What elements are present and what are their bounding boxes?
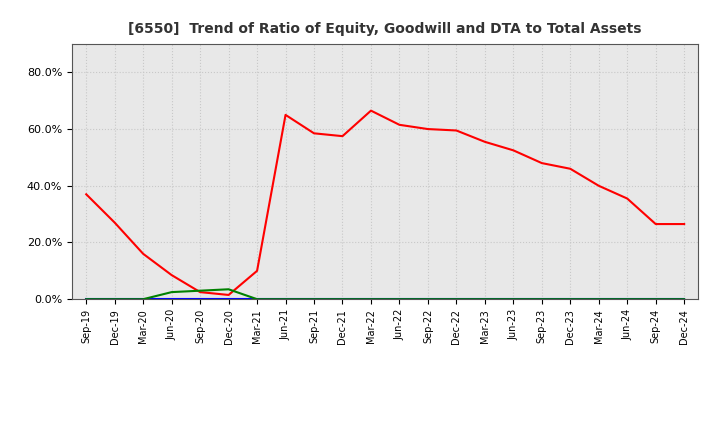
Goodwill — [566, 297, 575, 302]
Goodwill — [423, 297, 432, 302]
Legend: Equity, Goodwill, Deferred Tax Assets: Equity, Goodwill, Deferred Tax Assets — [191, 438, 580, 440]
Equity — [566, 166, 575, 172]
Deferred Tax Assets — [167, 290, 176, 295]
Goodwill — [595, 297, 603, 302]
Deferred Tax Assets — [225, 286, 233, 292]
Goodwill — [310, 297, 318, 302]
Equity — [253, 268, 261, 274]
Goodwill — [110, 297, 119, 302]
Goodwill — [537, 297, 546, 302]
Equity — [196, 290, 204, 295]
Goodwill — [253, 297, 261, 302]
Deferred Tax Assets — [423, 297, 432, 302]
Deferred Tax Assets — [196, 288, 204, 293]
Equity — [623, 196, 631, 201]
Goodwill — [82, 297, 91, 302]
Deferred Tax Assets — [652, 297, 660, 302]
Goodwill — [366, 297, 375, 302]
Deferred Tax Assets — [480, 297, 489, 302]
Equity — [139, 251, 148, 257]
Equity — [167, 272, 176, 278]
Goodwill — [167, 297, 176, 302]
Goodwill — [139, 297, 148, 302]
Deferred Tax Assets — [366, 297, 375, 302]
Deferred Tax Assets — [110, 297, 119, 302]
Goodwill — [480, 297, 489, 302]
Equity — [480, 139, 489, 144]
Equity — [652, 221, 660, 227]
Deferred Tax Assets — [623, 297, 631, 302]
Goodwill — [282, 297, 290, 302]
Equity — [537, 161, 546, 166]
Line: Equity: Equity — [86, 110, 684, 295]
Goodwill — [652, 297, 660, 302]
Goodwill — [338, 297, 347, 302]
Goodwill — [680, 297, 688, 302]
Goodwill — [395, 297, 404, 302]
Equity — [310, 131, 318, 136]
Line: Deferred Tax Assets: Deferred Tax Assets — [86, 289, 684, 299]
Deferred Tax Assets — [139, 297, 148, 302]
Equity — [680, 221, 688, 227]
Equity — [225, 292, 233, 297]
Goodwill — [225, 297, 233, 302]
Deferred Tax Assets — [452, 297, 461, 302]
Equity — [509, 148, 518, 153]
Goodwill — [509, 297, 518, 302]
Equity — [282, 112, 290, 117]
Equity — [366, 108, 375, 113]
Goodwill — [196, 297, 204, 302]
Goodwill — [623, 297, 631, 302]
Equity — [110, 220, 119, 225]
Equity — [595, 183, 603, 188]
Deferred Tax Assets — [566, 297, 575, 302]
Goodwill — [452, 297, 461, 302]
Deferred Tax Assets — [537, 297, 546, 302]
Equity — [395, 122, 404, 128]
Deferred Tax Assets — [338, 297, 347, 302]
Deferred Tax Assets — [82, 297, 91, 302]
Deferred Tax Assets — [395, 297, 404, 302]
Deferred Tax Assets — [595, 297, 603, 302]
Deferred Tax Assets — [310, 297, 318, 302]
Deferred Tax Assets — [282, 297, 290, 302]
Equity — [82, 192, 91, 197]
Title: [6550]  Trend of Ratio of Equity, Goodwill and DTA to Total Assets: [6550] Trend of Ratio of Equity, Goodwil… — [128, 22, 642, 36]
Equity — [452, 128, 461, 133]
Equity — [423, 126, 432, 132]
Deferred Tax Assets — [509, 297, 518, 302]
Equity — [338, 133, 347, 139]
Deferred Tax Assets — [680, 297, 688, 302]
Deferred Tax Assets — [253, 297, 261, 302]
